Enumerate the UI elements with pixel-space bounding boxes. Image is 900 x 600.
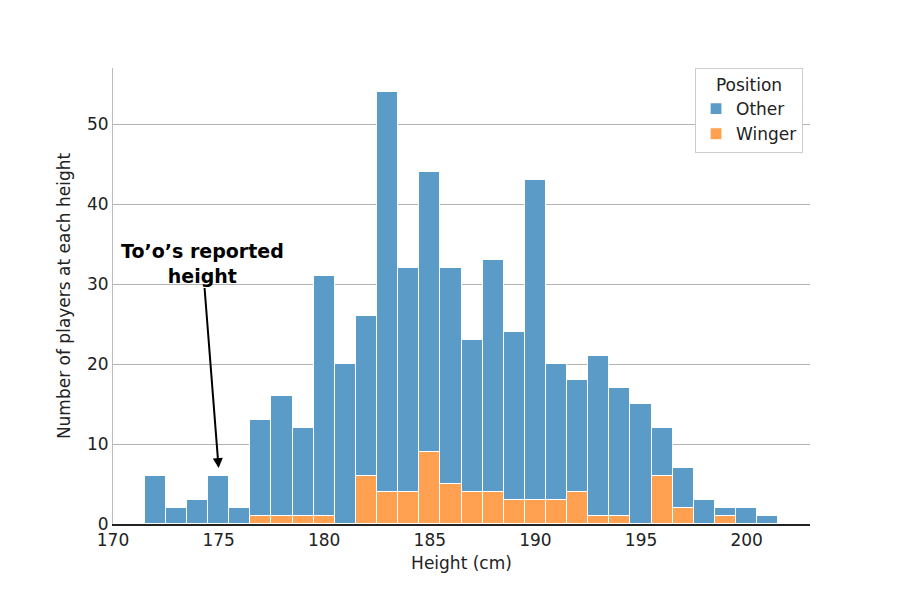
svg-text:Number of players at each heig: Number of players at each height bbox=[54, 153, 74, 440]
svg-text:20: 20 bbox=[87, 354, 109, 374]
svg-text:Winger: Winger bbox=[736, 124, 796, 144]
svg-text:170: 170 bbox=[97, 530, 129, 550]
svg-text:Other: Other bbox=[736, 99, 784, 119]
svg-text:50: 50 bbox=[87, 114, 109, 134]
svg-text:To’o’s reportedheight: To’o’s reportedheight bbox=[121, 240, 284, 287]
svg-text:175: 175 bbox=[202, 530, 234, 550]
svg-text:180: 180 bbox=[308, 530, 340, 550]
svg-text:Position: Position bbox=[716, 75, 782, 95]
svg-text:190: 190 bbox=[519, 530, 551, 550]
svg-text:200: 200 bbox=[730, 530, 762, 550]
svg-text:0: 0 bbox=[98, 514, 109, 534]
svg-text:40: 40 bbox=[87, 194, 109, 214]
svg-text:10: 10 bbox=[87, 434, 109, 454]
svg-text:Height (cm): Height (cm) bbox=[411, 553, 512, 573]
svg-text:195: 195 bbox=[625, 530, 657, 550]
svg-text:30: 30 bbox=[87, 274, 109, 294]
svg-text:185: 185 bbox=[414, 530, 446, 550]
